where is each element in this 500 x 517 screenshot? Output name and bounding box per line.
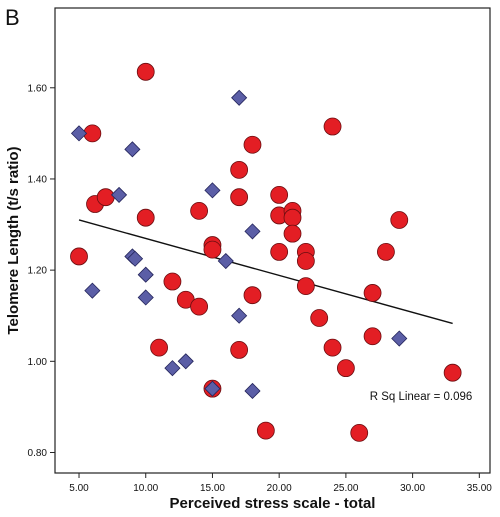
- plot-frame: [54, 7, 491, 474]
- x-tick-label: 20.00: [267, 483, 292, 494]
- x-tick-label: 35.00: [467, 483, 492, 494]
- data-point-circle: [150, 338, 168, 357]
- data-point-circle: [243, 286, 262, 305]
- y-tick-label: 1.00: [28, 357, 48, 368]
- regression-line: [78, 219, 453, 325]
- data-point-circle: [323, 338, 342, 357]
- y-axis-title: Telomere Length (t/s ratio): [5, 146, 22, 334]
- data-point-circle: [377, 242, 395, 261]
- data-point-circle: [136, 208, 155, 227]
- data-point-diamond: [204, 380, 221, 397]
- data-point-circle: [350, 423, 369, 442]
- data-point-diamond: [137, 266, 154, 283]
- data-point-diamond: [137, 289, 154, 306]
- x-axis-ticks: 5.00 10.00 15.00 20.00 25.00 30.00 35.00: [69, 473, 492, 494]
- y-tick-label: 1.60: [28, 83, 48, 94]
- data-point-circle: [230, 160, 249, 179]
- data-point-circle: [136, 62, 155, 81]
- data-point-circle: [163, 272, 182, 291]
- x-tick-label: 25.00: [333, 483, 358, 494]
- data-point-diamond: [391, 330, 408, 347]
- data-point-circle: [230, 341, 249, 359]
- data-point-diamond: [217, 252, 234, 270]
- data-point-diamond: [204, 182, 221, 199]
- data-point-circle: [70, 247, 88, 266]
- r-squared-annotation: R Sq Linear = 0.096: [370, 391, 473, 403]
- data-point-circle: [283, 224, 302, 243]
- data-point-circle: [96, 188, 115, 207]
- data-point-diamond: [126, 250, 144, 267]
- data-point-circle: [203, 240, 222, 259]
- data-point-diamond: [231, 89, 248, 106]
- data-point-circle: [270, 242, 289, 261]
- data-point-diamond: [70, 125, 88, 142]
- data-point-circle: [390, 211, 409, 229]
- data-point-circle: [323, 117, 342, 136]
- x-tick-label: 5.00: [69, 483, 89, 494]
- x-tick-label: 30.00: [400, 483, 425, 494]
- data-point-circle: [283, 208, 302, 227]
- data-point-circle: [256, 421, 275, 440]
- data-point-diamond: [84, 282, 101, 299]
- fit-line-layer: [78, 219, 453, 325]
- data-point-circle: [310, 309, 329, 327]
- y-axis-ticks: 0.80 1.00 1.20 1.40 1.60: [28, 83, 55, 459]
- data-point-circle: [296, 277, 315, 295]
- data-point-circle: [363, 284, 382, 302]
- x-axis-title: Perceived stress scale - total: [170, 495, 376, 512]
- panel-label: B: [5, 5, 20, 30]
- data-point-circle: [363, 327, 382, 346]
- data-points-layer: [70, 62, 462, 442]
- data-point-circle: [270, 186, 289, 204]
- data-point-circle: [443, 363, 462, 382]
- data-point-diamond: [244, 382, 261, 400]
- y-tick-label: 0.80: [28, 448, 48, 459]
- data-point-circle: [190, 297, 209, 316]
- data-point-circle: [296, 252, 315, 270]
- data-point-circle: [336, 359, 355, 378]
- x-tick-label: 15.00: [200, 483, 225, 494]
- x-tick-label: 10.00: [133, 483, 158, 494]
- data-point-circle: [190, 201, 209, 220]
- data-point-diamond: [164, 360, 181, 377]
- data-point-diamond: [177, 353, 194, 370]
- data-point-circle: [243, 135, 262, 154]
- data-point-diamond: [124, 141, 141, 158]
- data-point-diamond: [231, 307, 248, 324]
- data-point-circle: [230, 188, 249, 207]
- y-tick-label: 1.40: [28, 174, 48, 185]
- data-point-diamond: [110, 186, 128, 203]
- data-point-diamond: [244, 223, 261, 240]
- y-tick-label: 1.20: [28, 266, 48, 277]
